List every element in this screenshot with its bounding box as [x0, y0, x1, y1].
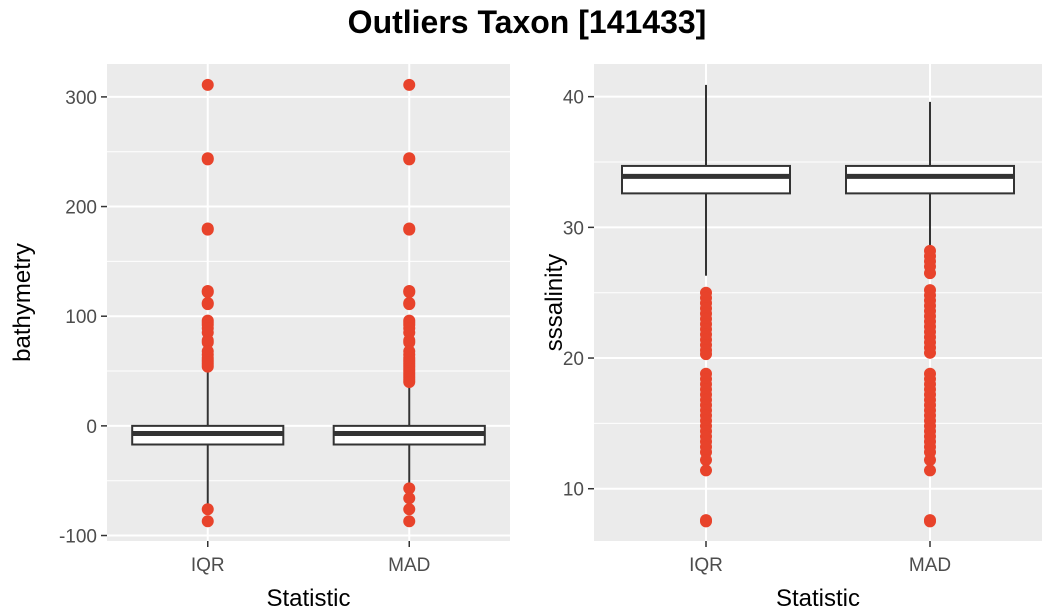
outlier-point: [201, 336, 214, 349]
x-tick-label: IQR: [191, 555, 225, 576]
y-axis-title: sssalinity: [541, 254, 568, 351]
outlier-point: [403, 153, 416, 166]
outlier-point: [403, 336, 416, 349]
outlier-point: [700, 453, 712, 466]
outlier-point: [403, 492, 416, 505]
box-mad: [332, 78, 486, 528]
box-mad: [845, 101, 1015, 528]
outlier-point: [403, 78, 416, 91]
outlier-point: [201, 223, 214, 236]
x-axis-title: Statistic: [776, 585, 860, 612]
outlier-point: [403, 286, 416, 299]
outlier-point: [201, 298, 214, 311]
chart-title: Outliers Taxon [141433]: [348, 4, 707, 40]
box-iqr: [621, 84, 791, 528]
outlier-point: [403, 376, 416, 388]
outlier-point: [403, 482, 416, 495]
outlier-point: [700, 515, 712, 528]
outlier-point: [403, 515, 416, 528]
outlier-point: [924, 464, 936, 477]
outlier-point: [924, 267, 936, 280]
outlier-point: [201, 503, 214, 516]
y-axis-title: bathymetry: [9, 243, 36, 362]
y-tick-label: -100: [59, 527, 97, 548]
outlier-point: [403, 223, 416, 236]
iqr-box: [845, 164, 1015, 195]
x-axis-title: Statistic: [266, 585, 350, 612]
outlier-point: [924, 346, 936, 359]
outlier-point: [201, 78, 214, 91]
y-tick-label: 10: [563, 480, 584, 501]
y-tick-label: 300: [65, 88, 97, 109]
salinity-panel: 10 20 30 40 IQR MAD Statistic sssalinity: [541, 64, 1042, 612]
y-tick-label: 20: [563, 349, 584, 370]
outlier-point: [201, 286, 214, 299]
panel-background: [107, 64, 510, 541]
outlier-point: [403, 503, 416, 516]
outlier-point: [924, 453, 936, 466]
box-iqr: [131, 78, 285, 528]
outlier-point: [201, 515, 214, 528]
iqr-box: [621, 164, 791, 195]
y-tick-label: 30: [563, 218, 584, 239]
outlier-point: [201, 360, 214, 373]
y-tick-label: 200: [65, 198, 97, 219]
outlier-point: [700, 464, 712, 477]
outlier-point: [924, 515, 936, 528]
y-tick-label: 40: [563, 88, 584, 109]
x-tick-label: MAD: [909, 555, 951, 576]
y-tick-label: 100: [65, 307, 97, 328]
outlier-point: [700, 348, 712, 361]
outlier-point: [201, 153, 214, 166]
bathymetry-panel: -100 0 100 200 300 IQR MAD Statistic bathymetry: [9, 64, 510, 612]
x-tick-label: IQR: [689, 555, 723, 576]
x-tick-label: MAD: [388, 555, 430, 576]
y-tick-label: 0: [86, 417, 97, 438]
outlier-point: [403, 298, 416, 311]
panel-background: [594, 64, 1042, 541]
